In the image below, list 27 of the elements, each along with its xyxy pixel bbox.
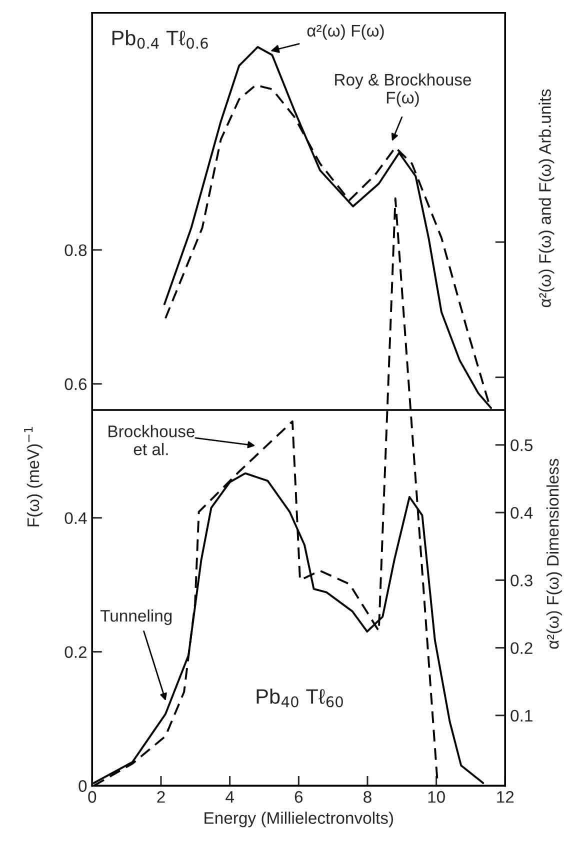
annotation: Tunneling <box>100 609 172 626</box>
x-tick-label: 8 <box>364 791 372 803</box>
y-tick-label: 0 <box>78 780 87 792</box>
annotation: Brockhouse et al. <box>108 425 194 456</box>
annotation: Roy & Brockhouse F(ω) <box>335 73 472 107</box>
y2-axis-title: α²(ω) F(ω) Dimensionless <box>546 458 562 649</box>
y-tick-label: 0.2 <box>64 646 86 658</box>
x-tick-label: 6 <box>294 791 303 803</box>
annotation: Pb$_{0.4}$ Tℓ$_{0.6}$ <box>112 30 208 49</box>
x-tick-label: 4 <box>226 791 234 803</box>
x-tick-label: 0 <box>88 791 96 803</box>
y-tick-label: 0.8 <box>64 244 87 256</box>
x-tick-label: 2 <box>157 791 165 803</box>
y-axis-title: F(ω) (meV)$^{−1}$ <box>24 427 42 526</box>
annotation: α²(ω) F(ω) <box>307 24 384 40</box>
annotation: Pb$_{40}$ Tℓ$_{60}$ <box>256 688 343 708</box>
y2-tick-label: 0.1 <box>510 710 532 722</box>
x-tick-label: 12 <box>497 791 514 803</box>
y2-tick-label: 0.4 <box>510 506 533 519</box>
x-axis-title: Energy (Millielectronvolts) <box>204 812 394 828</box>
y2-tick-label: 0.2 <box>510 642 532 654</box>
x-tick-label: 10 <box>428 791 445 803</box>
y2-tick-label: 0.5 <box>510 439 532 452</box>
y2-tick-label: 0.3 <box>510 574 532 586</box>
text: α²(ω) F(ω) and F(ω) Arb.units <box>538 89 554 308</box>
y-tick-label: 0.4 <box>64 512 87 524</box>
y-tick-label: 0.6 <box>64 378 87 390</box>
